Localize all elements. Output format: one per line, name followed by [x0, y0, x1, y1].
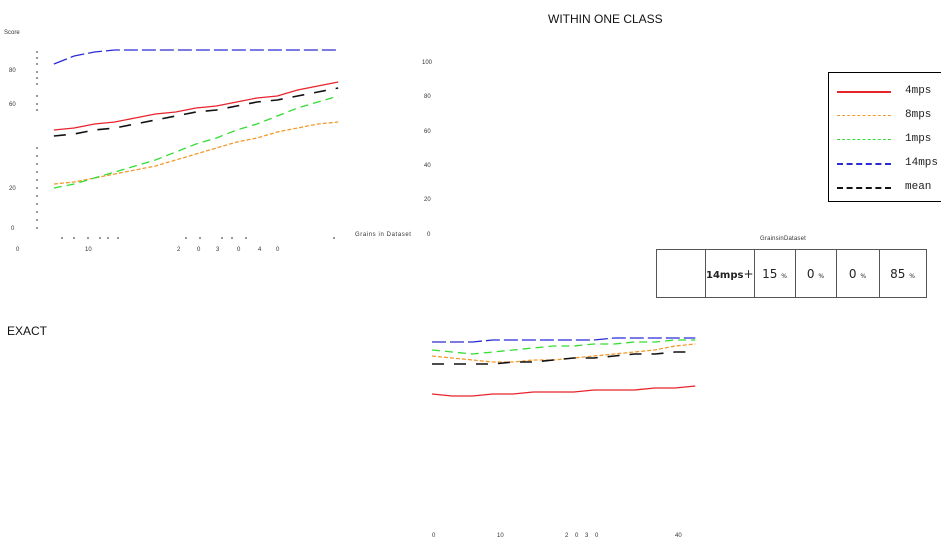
legend-label: 1mps [905, 133, 932, 145]
legend-item-1mps: 1mps [829, 129, 941, 151]
y-axis-label: Score [4, 30, 20, 36]
summary-table: 14mps+ 15 % 0 % 0 % 85 % [656, 249, 927, 298]
legend-item-8mps: 8mps [829, 105, 941, 127]
mid-y-tick-label: 20 [424, 197, 431, 203]
bottom-x-tick-label: 0 [432, 533, 436, 539]
y-tick-label: 60 [9, 102, 16, 108]
table-cell: 0 % [835, 249, 880, 298]
x-tick-label: 2 [177, 247, 181, 253]
x-tick-label: 0 [237, 247, 241, 253]
legend: 4mps 8mps 1mps 14mps mean [828, 72, 941, 202]
x-tick-label: 0 [276, 247, 280, 253]
bottom-chart-series-4mps [431, 385, 696, 397]
legend-label: 14mps [905, 157, 939, 169]
table-row: 14mps+ 15 % 0 % 0 % 85 % [656, 249, 927, 298]
cell-value: 85 [890, 266, 906, 281]
cell-value: 0 [806, 266, 815, 281]
x-axis-label: Grains in Dataset [355, 232, 412, 238]
x-tick-label: 10 [85, 247, 92, 253]
legend-swatch [837, 163, 891, 165]
top-chart-series-1mps [53, 95, 339, 189]
mid-y-tick-label: 100 [422, 60, 433, 66]
legend-swatch [837, 91, 891, 93]
legend-label: 8mps [905, 109, 932, 121]
chart-title-exact: EXACT [7, 324, 48, 338]
bottom-chart-series-1mps [431, 339, 696, 355]
mid-y-tick-label: 60 [424, 129, 431, 135]
x-tick-label: 4 [258, 247, 262, 253]
cell-unit: % [781, 272, 787, 280]
y-tick-label: 80 [9, 68, 16, 74]
top-chart-series-8mps [53, 121, 339, 185]
bottom-chart-series-8mps [431, 343, 696, 363]
bottom-x-tick-label: 3 [585, 533, 589, 539]
cell-unit: % [818, 272, 825, 280]
top-chart-series-14mps [53, 49, 339, 65]
table-header: GrainsinDataset [760, 236, 807, 242]
bottom-x-tick-label: 2 [565, 533, 569, 539]
plus-marker: + [743, 266, 754, 281]
table-empty-cell [656, 249, 706, 298]
legend-swatch [837, 187, 891, 189]
legend-item-4mps: 4mps [829, 81, 941, 103]
table-cell: 15 % [753, 249, 796, 298]
x-tick-label: 0 [197, 247, 201, 253]
legend-label: 4mps [905, 85, 932, 97]
cell-unit: % [909, 272, 915, 280]
table-row-label: 14mps+ [705, 249, 755, 298]
legend-item-mean: mean [829, 177, 941, 199]
bottom-x-tick-label: 0 [575, 533, 579, 539]
legend-item-14mps: 14mps [829, 153, 941, 175]
table-cell: 85 % [878, 249, 927, 298]
table-cell: 0 % [794, 249, 837, 298]
top-chart-series-mean [53, 87, 339, 137]
cell-value: 15 [762, 266, 778, 281]
cell-unit: % [860, 272, 867, 280]
chart-title-within-one-class: WITHIN ONE CLASS [548, 12, 663, 26]
cell-value: 0 [848, 266, 857, 281]
bottom-x-tick-label: 0 [595, 533, 599, 539]
row-label-text: 14mps [706, 269, 744, 281]
y-tick-label: 0 [11, 226, 15, 232]
legend-swatch [837, 115, 891, 116]
x-axis-end-tick: 0 [427, 232, 431, 238]
bottom-x-tick-label: 40 [675, 533, 682, 539]
top-chart-series-4mps [53, 81, 339, 131]
mid-y-tick-label: 40 [424, 163, 431, 169]
mid-y-tick-label: 80 [424, 94, 431, 100]
x-tick-label: 3 [216, 247, 220, 253]
y-tick-label: 20 [9, 186, 16, 192]
bottom-x-tick-label: 10 [497, 533, 504, 539]
legend-swatch [837, 139, 891, 140]
bottom-chart-series-14mps [432, 337, 696, 343]
x-tick-label: 0 [16, 247, 20, 253]
legend-label: mean [905, 181, 932, 193]
